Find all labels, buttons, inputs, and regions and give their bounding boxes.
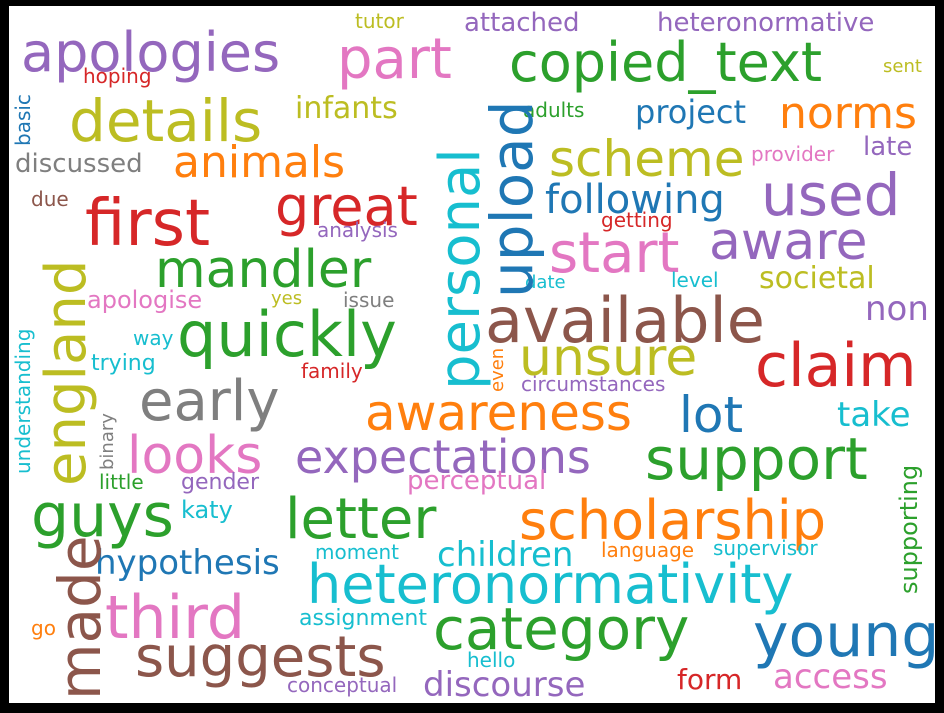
word-non: non [865,289,929,329]
word-first: first [85,187,211,261]
word-looks: looks [127,426,263,486]
word-early: early [139,369,280,434]
word-analysis: analysis [317,218,398,242]
word-cloud: apologies part copied_text attached hete… [9,6,935,703]
word-expectations: expectations [295,430,591,484]
word-form: form [677,663,743,696]
word-mandler: mandler [155,240,372,300]
word-yes: yes [271,288,303,309]
word-binary: binary [97,413,118,470]
word-moment: moment [315,540,400,564]
word-hypothesis: hypothesis [95,543,280,583]
word-assignment: assignment [299,606,427,631]
word-made: made [46,535,114,700]
word-quickly: quickly [177,298,397,371]
word-date: date [525,272,566,293]
word-little: little [99,470,144,494]
word-tutor: tutor [355,9,404,33]
word-project: project [635,93,747,131]
word-letter: letter [285,487,437,552]
word-scheme: scheme [549,130,745,188]
word-details: details [69,87,263,155]
word-basic: basic [11,94,35,146]
word-level: level [671,268,719,292]
word-category: category [433,595,690,663]
word-heteronormative: heteronormative [657,8,875,38]
word-trying: trying [91,351,156,376]
word-lot: lot [679,386,744,444]
word-katy: katy [181,496,233,524]
word-support: support [645,425,868,493]
word-societal: societal [759,261,875,296]
word-suggests: suggests [135,625,386,690]
word-adults: adults [523,98,585,122]
word-supporting: supporting [895,464,923,594]
word-third: third [105,583,245,653]
word-following: following [545,177,725,223]
word-heteronormativity: heteronormativity [307,553,794,616]
word-great: great [275,175,418,238]
word-claim: claim [755,331,917,401]
word-provider: provider [751,142,835,166]
word-sent: sent [883,56,922,77]
word-understanding: understanding [11,328,35,474]
word-animals: animals [173,137,346,188]
word-take: take [837,395,911,435]
word-gender: gender [181,470,259,495]
word-awareness: awareness [365,384,632,442]
word-access: access [773,657,888,697]
word-hello: hello [467,648,516,672]
word-conceptual: conceptual [287,673,398,697]
word-young: young [753,601,935,671]
word-circumstances: circumstances [521,372,666,396]
word-children: children [437,535,574,575]
word-england: england [34,259,99,486]
word-aware: aware [709,212,868,272]
word-unsure: unsure [519,328,698,388]
word-norms: norms [779,88,917,139]
word-late: late [863,132,913,162]
word-apologies: apologies [21,21,281,84]
word-personal: personal [428,148,493,390]
word-used: used [761,161,901,229]
word-go: go [31,616,56,640]
word-apologise: apologise [87,286,203,314]
word-hoping: hoping [83,64,152,88]
word-discussed: discussed [15,149,143,179]
word-issue: issue [343,288,395,312]
word-supervisor: supervisor [713,536,818,560]
word-even: even [487,347,508,392]
word-due: due [31,187,69,211]
word-guys: guys [31,481,174,551]
word-perceptual: perceptual [407,466,547,496]
word-discourse: discourse [423,665,586,703]
word-copied-text: copied_text [509,31,823,94]
word-start: start [549,221,680,286]
word-infants: infants [295,91,398,126]
word-family: family [301,359,363,383]
word-part: part [337,27,452,92]
word-scholarship: scholarship [519,489,827,552]
word-language: language [601,538,695,562]
word-attached: attached [464,8,580,38]
word-way: way [133,326,174,350]
word-available: available [485,284,765,357]
word-getting: getting [601,208,673,232]
